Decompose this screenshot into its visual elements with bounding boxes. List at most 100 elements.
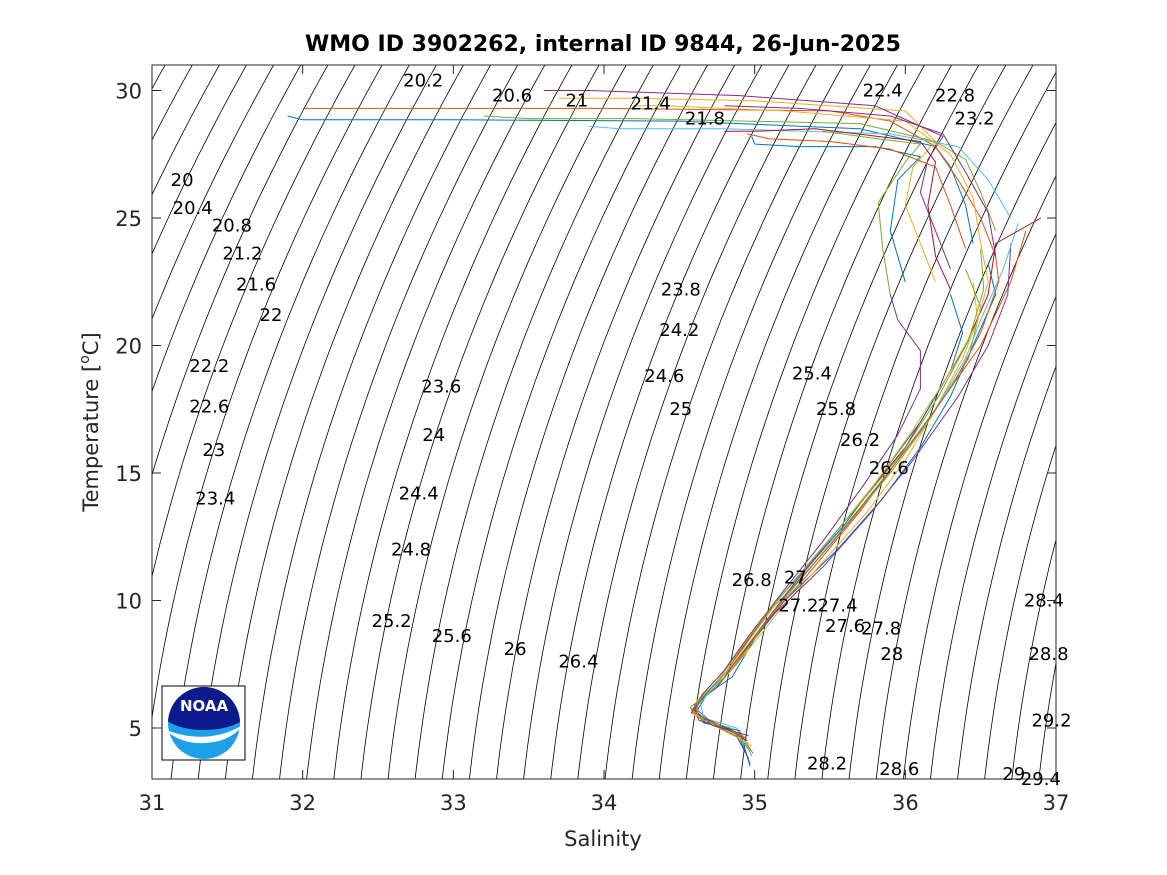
isopycnal-line bbox=[875, 175, 1056, 779]
contour-label: 26.8 bbox=[732, 570, 772, 591]
x-axis: 31 32 33 34 35 36 37 bbox=[139, 65, 1070, 815]
isopycnal-line bbox=[152, 65, 220, 196]
isopycnal-line bbox=[1038, 660, 1056, 779]
contour-label: 21.4 bbox=[631, 93, 671, 114]
x-tick-label: 33 bbox=[440, 791, 467, 815]
surface-profile-line bbox=[724, 128, 951, 290]
isopycnal-line bbox=[279, 65, 519, 779]
contour-label: 27 bbox=[784, 568, 807, 589]
contour-label: 23.4 bbox=[195, 489, 235, 510]
profile-lines bbox=[287, 90, 1042, 767]
deep-profile-line bbox=[690, 230, 1027, 754]
contour-label: 21.6 bbox=[236, 274, 276, 295]
x-axis-label: Salinity bbox=[564, 827, 642, 851]
x-tick-label: 34 bbox=[591, 791, 618, 815]
isopycnal-line bbox=[658, 65, 898, 779]
contour-label: 28.2 bbox=[807, 754, 847, 775]
contour-label: 28.8 bbox=[1028, 644, 1068, 665]
contour-label: 24 bbox=[422, 425, 445, 446]
isopycnal-line bbox=[333, 65, 573, 779]
isopycnal-line bbox=[604, 65, 844, 779]
isopycnal-line bbox=[152, 65, 356, 579]
surface-profile-line bbox=[822, 130, 921, 295]
y-tick-label: 5 bbox=[129, 717, 142, 741]
contour-label: 27.4 bbox=[817, 596, 857, 617]
y-axis-label-unit: C] bbox=[79, 332, 103, 355]
y-tick-label: 25 bbox=[115, 207, 142, 231]
contour-label: 29 bbox=[1002, 764, 1025, 785]
isopycnal-line bbox=[387, 65, 627, 779]
surface-profile-line bbox=[543, 90, 951, 270]
contour-label: 21.8 bbox=[685, 109, 725, 130]
x-tick-label: 31 bbox=[139, 791, 166, 815]
contour-label: 24.6 bbox=[644, 366, 684, 387]
x-tick-label: 35 bbox=[741, 791, 768, 815]
contour-label: 22 bbox=[260, 305, 283, 326]
contour-label: 26.2 bbox=[840, 430, 880, 451]
isopycnal-line bbox=[152, 65, 275, 320]
isopycnal-line bbox=[152, 65, 329, 477]
isopycnal-line bbox=[685, 65, 925, 779]
logo-text: NOAA bbox=[180, 697, 229, 715]
contour-label: 22.6 bbox=[189, 397, 229, 418]
y-tick-label: 30 bbox=[115, 80, 142, 104]
contour-label: 23.8 bbox=[661, 279, 701, 300]
plot-area bbox=[152, 65, 1056, 779]
isopycnal-line bbox=[631, 65, 871, 779]
contour-label: 21.2 bbox=[222, 244, 262, 265]
isopycnal-line bbox=[957, 365, 1056, 779]
contour-label: 28 bbox=[880, 644, 903, 665]
isopycnal-line bbox=[468, 65, 709, 779]
contour-label: 25.2 bbox=[372, 611, 412, 632]
y-tick-label: 15 bbox=[115, 462, 142, 486]
y-axis-label: Temperature [oC] bbox=[77, 332, 103, 512]
contour-label: 28.4 bbox=[1024, 591, 1064, 612]
y-axis-label-degree: o bbox=[77, 355, 93, 364]
x-tick-label: 37 bbox=[1043, 791, 1070, 815]
isopycnal-line bbox=[496, 65, 736, 779]
contour-label: 20.8 bbox=[212, 216, 252, 237]
deep-profile-line bbox=[696, 248, 985, 752]
chart-title: WMO ID 3902262, internal ID 9844, 26-Jun… bbox=[305, 32, 901, 57]
contour-label: 27.6 bbox=[825, 616, 865, 637]
contour-label: 24.8 bbox=[391, 540, 431, 561]
isopycnal-line bbox=[252, 65, 492, 779]
y-axis: 5 10 15 20 25 30 bbox=[115, 80, 1056, 741]
contour-label: 26.4 bbox=[558, 652, 598, 673]
contour-label: 23.2 bbox=[955, 109, 995, 130]
contour-label: 25 bbox=[669, 399, 692, 420]
isopycnal-line bbox=[152, 65, 247, 256]
contour-label: 26 bbox=[504, 639, 527, 660]
contour-label: 23.6 bbox=[421, 376, 461, 397]
contour-label: 23 bbox=[202, 440, 225, 461]
contour-label: 27.2 bbox=[778, 596, 818, 617]
contour-label: 26.6 bbox=[869, 458, 909, 479]
isopycnal-line bbox=[414, 65, 654, 779]
surface-profile-line bbox=[287, 115, 974, 244]
contour-label: 24.4 bbox=[399, 483, 439, 504]
contour-label: 29.2 bbox=[1031, 710, 1071, 731]
isopycnal-line bbox=[523, 65, 763, 779]
x-tick-label: 32 bbox=[289, 791, 316, 815]
deep-profile-line bbox=[693, 294, 921, 737]
contour-label: 22.2 bbox=[189, 356, 229, 377]
isopycnal-line bbox=[441, 65, 681, 779]
surface-profile-line bbox=[483, 115, 997, 231]
isopycnal-line bbox=[550, 65, 790, 779]
isopycnal-line bbox=[740, 65, 980, 779]
contour-label: 22.4 bbox=[863, 81, 903, 102]
isopycnal-line bbox=[794, 65, 1034, 779]
surface-profile-line bbox=[724, 105, 997, 257]
isopycnal-line bbox=[930, 295, 1056, 779]
surface-profile-line bbox=[588, 125, 1012, 219]
contour-labels: 20 20.2 20.4 20.6 20.8 21 21.2 21.4 21.6 21.8 22 22… bbox=[171, 70, 1072, 790]
contour-label: 20.6 bbox=[492, 86, 532, 107]
contour-label: 25.4 bbox=[792, 364, 832, 385]
contour-label: 20.2 bbox=[403, 70, 443, 91]
isopycnal-line bbox=[984, 443, 1056, 779]
noaa-logo: NOAA bbox=[161, 685, 246, 761]
logo-wave bbox=[168, 722, 240, 744]
isopycnal-line bbox=[1011, 538, 1056, 779]
isopycnal-line bbox=[902, 232, 1056, 779]
